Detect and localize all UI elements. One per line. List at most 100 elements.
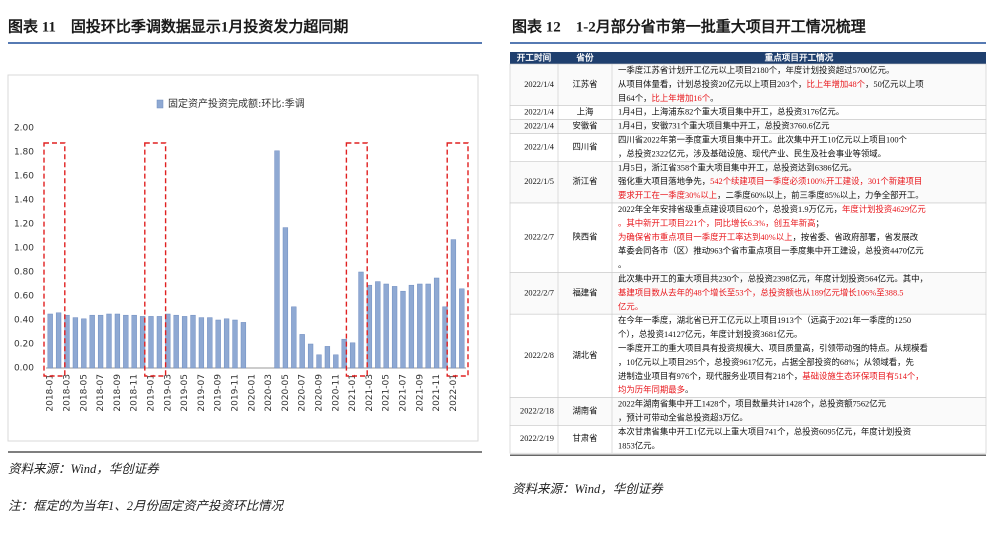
bar [97, 314, 104, 369]
date-cell: 2022/1/4 [524, 121, 555, 130]
bar [81, 318, 87, 369]
bar [383, 283, 389, 369]
province-cell: 湖南省 [572, 405, 597, 415]
date-cell: 2022/1/4 [524, 108, 555, 117]
content-line: 一季度开工的重大项目具有投资规模大、项目质量高，引领带动强的特点。从规模看 [618, 343, 928, 353]
province-cell: 上海 [577, 107, 594, 117]
text-run: 2022年湖南省集中开工1428个，项目数量共计1428个，总投资额7562亿元 [618, 398, 887, 408]
y-tick-label: 1.60 [14, 172, 34, 182]
text-run: 从项目体量看，计划总投资20亿元以上项目203个， [618, 79, 806, 89]
x-tick-label: 2018-05 [79, 374, 89, 412]
province-cell: 陕西省 [572, 232, 597, 242]
bar [400, 290, 406, 369]
table-row [509, 63, 987, 107]
content-line: 本次甘肃省集中开工1亿元以上重大项目741个，总投资6095亿元，年度计划投资 [618, 426, 911, 436]
highlighted-run: 均为历年同期最多 [618, 385, 685, 395]
figure-title: 图表 12 1-2月部分省市第一批重大项目开工情况梳理 [512, 17, 866, 35]
bar [223, 318, 230, 369]
bar [324, 346, 331, 369]
bar [459, 288, 465, 369]
x-tick-label: 2019-11 [231, 374, 241, 412]
bar [181, 316, 188, 369]
y-tick-label: 0.40 [14, 316, 34, 326]
x-tick-label: 2021-01 [348, 374, 358, 412]
highlighted-run: 542个续建项目一季度必须100%开工建设，301个新建项目 [710, 176, 922, 186]
bar [291, 306, 297, 369]
content-line: 要求开工在一季度30%以上，二季度60%以上，前三季度85%以上，力争全部开工。 [618, 190, 924, 200]
content-line: ，预计可带动全省总投资超3万亿。 [618, 412, 748, 422]
text-run: 1月5日，浙江省358个重大项目集中开工，总投资达到6386亿元。 [618, 162, 857, 172]
content-line: 个），总投资14127亿元，年度计划投资3681亿元。 [618, 329, 802, 339]
content-line: 1月4日，安徽731个重大项目集中开工，总投资3760.6亿元 [618, 120, 830, 130]
table-row [509, 272, 987, 315]
y-tick-label: 1.00 [14, 244, 34, 254]
bar [282, 227, 289, 369]
text-run: ，预计可带动全省总投资超3万亿。 [618, 412, 748, 422]
bar [240, 322, 247, 369]
highlighted-run: 基础设施生态环保项目有514个， [802, 371, 923, 381]
content-line: 。其中新开工项目221个，同比增长6.3%，创五年新高； [618, 218, 824, 228]
highlighted-run: 比上年增加48个 [806, 79, 865, 89]
y-tick-label: 0.60 [14, 292, 34, 302]
text-run: 1月4日，上海浦东82个重大项目集中开工，总投资3176亿元。 [618, 107, 844, 117]
x-tick-label: 2020-01 [247, 374, 257, 412]
bar [148, 316, 154, 369]
y-tick-label: 2.00 [14, 124, 34, 134]
table-row [509, 397, 987, 426]
bar [316, 354, 322, 369]
header-cell: 开工时间 [517, 51, 552, 62]
x-tick-label: 2018-11 [130, 374, 140, 412]
text-run: 一季度开工的重大项目具有投资规模大、项目质量高，引领带动强的特点。从规模看 [618, 343, 928, 353]
content-line: 。 [618, 260, 626, 269]
bar [173, 314, 179, 369]
bar [408, 284, 415, 369]
x-tick-label: 2020-05 [281, 374, 291, 412]
highlighted-run: 比上年增加16个 [652, 93, 711, 103]
content-line: 目64个，比上年增加16个。 [618, 93, 719, 103]
x-tick-label: 2020-09 [315, 374, 325, 412]
bar [198, 317, 205, 369]
bar [450, 239, 457, 369]
bar [417, 283, 423, 369]
bar [72, 317, 79, 369]
text-run: ，10亿元以上项目295个，总投资9617亿元，占据全部投资的68%；从领域看，… [618, 357, 914, 367]
content-line: 1月5日，浙江省358个重大项目集中开工，总投资达到6386亿元。 [618, 162, 857, 172]
bar [425, 283, 431, 369]
highlighted-run: 年度计划投资4629亿元 [842, 204, 926, 214]
x-tick-label: 2021-09 [415, 374, 425, 412]
x-tick-label: 2021-07 [399, 374, 409, 412]
province-cell: 江苏省 [572, 79, 597, 89]
bar [307, 343, 314, 369]
y-tick-label: 1.40 [14, 196, 34, 206]
x-tick-label: 2021-05 [382, 374, 392, 412]
y-tick-label: 1.80 [14, 148, 34, 158]
highlighted-run: 要求开工在一季度30%以上 [618, 190, 717, 200]
text-run: ； [816, 219, 824, 228]
highlight-box [446, 142, 469, 377]
date-cell: 2022/1/4 [524, 142, 555, 151]
note: 注：框定的为当年1、2月份固定资产投资环比情况 [8, 499, 285, 513]
content-line: 2022年全年安排省级重点建设项目620个，总投资1.9万亿元，年度计划投资46… [618, 204, 926, 214]
text-run: 1月4日，安徽731个重大项目集中开工，总投资3760.6亿元 [618, 120, 830, 130]
text-run: 个），总投资14127亿元，年度计划投资3681亿元。 [618, 329, 802, 339]
table-header [510, 52, 986, 64]
content-line: 强化重大项目落地争先，542个续建项目一季度必须100%开工建设，301个新建项… [618, 176, 922, 186]
bar [333, 354, 339, 369]
bar [131, 314, 137, 369]
date-cell: 2022/2/19 [520, 434, 554, 443]
text-run: 1853亿元。 [618, 440, 660, 450]
x-tick-label: 2019-07 [197, 374, 207, 412]
content-line: 一季度江苏省计划开工亿元以上项目2180个，年度计划投资超过5700亿元。 [618, 65, 894, 75]
highlighted-run: 亿元。 [618, 301, 643, 311]
content-line: 四川省2022年第一季度重大项目集中开工。此次集中开工10亿元以上项目100个 [618, 134, 908, 144]
content-line: 为确保省市重点项目一季度开工率达到40%以上，按省委、省政府部署，省发展改 [618, 232, 919, 242]
highlight-box [43, 142, 66, 377]
x-tick-label: 2019-03 [163, 374, 173, 412]
bar [232, 319, 238, 369]
content-line: 1853亿元。 [618, 440, 660, 450]
y-tick-label: 0.20 [14, 340, 34, 350]
province-cell: 甘肃省 [572, 433, 597, 443]
table-row [509, 202, 987, 273]
text-run: ，50亿元以上项 [865, 79, 924, 89]
